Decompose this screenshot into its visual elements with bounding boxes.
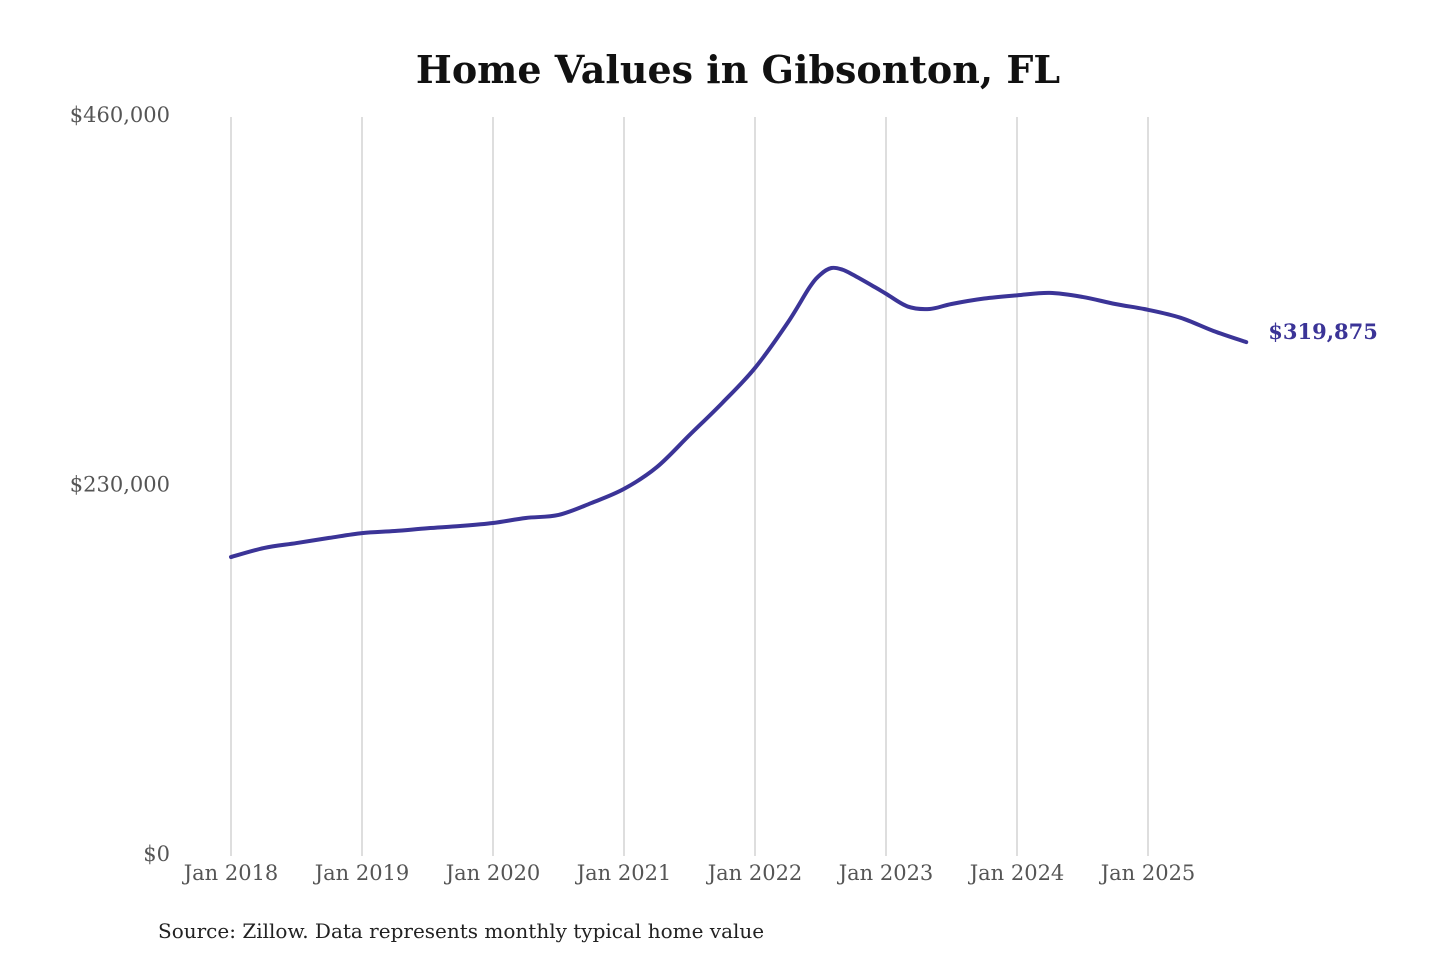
x-tick-label: Jan 2019 [313, 861, 410, 885]
chart-title: Home Values in Gibsonton, FL [416, 47, 1060, 92]
y-axis: $0 $230,000 $460,000 [70, 103, 170, 866]
x-tick-label: Jan 2024 [968, 861, 1065, 885]
x-tick-label: Jan 2022 [706, 861, 803, 885]
series-line [229, 265, 1249, 560]
x-tick-label: Jan 2025 [1099, 861, 1196, 885]
source-note: Source: Zillow. Data represents monthly … [158, 919, 764, 943]
y-tick-label: $0 [143, 842, 170, 866]
y-tick-label: $230,000 [70, 473, 170, 497]
x-axis: Jan 2018 Jan 2019 Jan 2020 Jan 2021 Jan 2022… [182, 861, 1196, 885]
gridlines [230, 117, 1149, 856]
x-tick-label: Jan 2021 [575, 861, 672, 885]
x-tick-label: Jan 2023 [837, 861, 934, 885]
x-tick-label: Jan 2018 [182, 861, 279, 885]
x-tick-label: Jan 2020 [444, 861, 541, 885]
y-tick-label: $460,000 [70, 103, 170, 127]
end-value-label: $319,875 [1268, 319, 1378, 344]
